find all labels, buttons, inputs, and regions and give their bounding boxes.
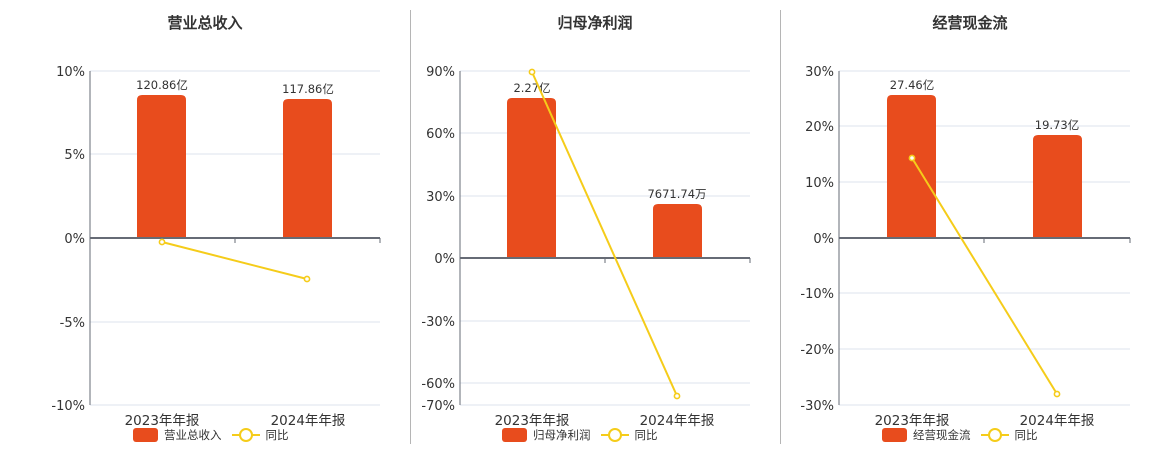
svg-text:10%: 10% (56, 65, 85, 80)
yoy-point-2023[interactable] (908, 154, 916, 162)
chart-plot: 10% 5% 0% -5% -10% 120.86亿 117.86亿 2023年… (51, 65, 381, 429)
x-tick-labels: 2023年年报 2024年年报 (125, 413, 346, 429)
bar-2024[interactable] (1033, 135, 1082, 238)
chart-plot: 90% 60% 30% 0% -30% -60% -70% 2.27亿 7671… (421, 65, 751, 429)
x-tick-labels: 2023年年报 2024年年报 (495, 413, 715, 429)
bar-value-labels: 120.86亿 117.86亿 (136, 78, 334, 96)
svg-text:2023年年报: 2023年年报 (495, 413, 570, 429)
svg-text:27.46亿: 27.46亿 (890, 78, 934, 92)
svg-text:20%: 20% (805, 120, 834, 135)
svg-text:120.86亿: 120.86亿 (136, 78, 188, 92)
svg-text:2.27亿: 2.27亿 (513, 81, 550, 95)
yoy-line (161, 241, 308, 280)
svg-text:60%: 60% (426, 127, 455, 142)
svg-text:-5%: -5% (60, 316, 85, 331)
svg-text:2024年年报: 2024年年报 (640, 413, 715, 429)
svg-text:2023年年报: 2023年年报 (125, 413, 200, 429)
legend-line-icon[interactable] (600, 428, 629, 442)
panel-divider (780, 10, 781, 444)
svg-text:19.73亿: 19.73亿 (1035, 118, 1079, 132)
chart-legend: 营业总收入 同比 (133, 427, 289, 443)
svg-text:30%: 30% (426, 190, 455, 205)
y-tick-labels: 30% 20% 10% 0% -10% -20% -30% (800, 65, 834, 414)
legend-bar-swatch[interactable] (882, 428, 907, 442)
svg-text:-20%: -20% (800, 343, 834, 358)
bar-value-labels: 27.46亿 19.73亿 (890, 78, 1079, 132)
gridlines (460, 70, 750, 406)
chart-plot: 30% 20% 10% 0% -10% -20% -30% 27.46亿 19.… (800, 65, 1131, 429)
legend-line-label[interactable]: 同比 (1014, 428, 1038, 442)
bar-2023[interactable] (137, 95, 186, 238)
yoy-point-2024[interactable] (673, 392, 681, 400)
svg-text:10%: 10% (805, 176, 834, 191)
yoy-line (531, 71, 678, 397)
chart-title: 经营现金流 (932, 14, 1008, 32)
chart-panel-net-profit: 归母净利润 90% 60% 30% 0% -30% -60% -70% 2.27… (410, 0, 780, 450)
svg-text:0%: 0% (813, 232, 834, 247)
gridlines (90, 70, 380, 406)
yoy-point-2023[interactable] (158, 238, 166, 246)
chart-legend: 经营现金流 同比 (882, 427, 1038, 443)
legend-line-icon[interactable] (980, 428, 1009, 442)
svg-text:-10%: -10% (51, 399, 85, 414)
legend-line-label[interactable]: 同比 (634, 428, 658, 442)
chart-title: 营业总收入 (167, 14, 243, 32)
x-tick-labels: 2023年年报 2024年年报 (875, 413, 1095, 429)
bar-2023[interactable] (507, 98, 556, 258)
chart-panel-revenue: 营业总收入 10% 5% 0% -5% -10% 120.86亿 117.86亿 (0, 0, 410, 450)
svg-text:-60%: -60% (421, 377, 455, 392)
y-tick-labels: 10% 5% 0% -5% -10% (51, 65, 85, 414)
svg-text:-30%: -30% (421, 315, 455, 330)
y-tick-labels: 90% 60% 30% 0% -30% -60% -70% (421, 65, 455, 414)
svg-text:117.86亿: 117.86亿 (282, 82, 334, 96)
svg-text:5%: 5% (64, 148, 85, 163)
chart-legend: 归母净利润 同比 (502, 427, 658, 443)
chart-title: 归母净利润 (557, 14, 633, 32)
legend-bar-swatch[interactable] (133, 428, 158, 442)
svg-text:90%: 90% (426, 65, 455, 80)
bar-2023[interactable] (887, 95, 936, 238)
legend-bar-swatch[interactable] (502, 428, 527, 442)
bar-2024[interactable] (283, 99, 332, 238)
svg-text:0%: 0% (434, 252, 455, 267)
svg-text:7671.74万: 7671.74万 (647, 187, 706, 201)
svg-text:0%: 0% (64, 232, 85, 247)
svg-text:-70%: -70% (421, 399, 455, 414)
svg-text:-30%: -30% (800, 399, 834, 414)
panel-divider (410, 10, 411, 444)
yoy-point-2024[interactable] (303, 275, 311, 283)
chart-panel-operating-cash-flow: 经营现金流 30% 20% 10% 0% -10% -20% -30% 27.4… (780, 0, 1160, 450)
svg-text:2024年年报: 2024年年报 (1020, 413, 1095, 429)
yoy-line (911, 157, 1058, 395)
legend-line-label[interactable]: 同比 (265, 428, 289, 442)
svg-text:-10%: -10% (800, 287, 834, 302)
legend-bar-label[interactable]: 经营现金流 (913, 428, 971, 442)
svg-text:30%: 30% (805, 65, 834, 80)
yoy-point-2023[interactable] (528, 68, 536, 76)
legend-line-icon[interactable] (231, 428, 260, 442)
legend-bar-label[interactable]: 归母净利润 (533, 428, 591, 442)
legend-bar-label[interactable]: 营业总收入 (164, 428, 222, 442)
svg-text:2024年年报: 2024年年报 (271, 413, 346, 429)
svg-text:2023年年报: 2023年年报 (875, 413, 950, 429)
bar-2024[interactable] (653, 204, 702, 258)
yoy-point-2024[interactable] (1053, 390, 1061, 398)
